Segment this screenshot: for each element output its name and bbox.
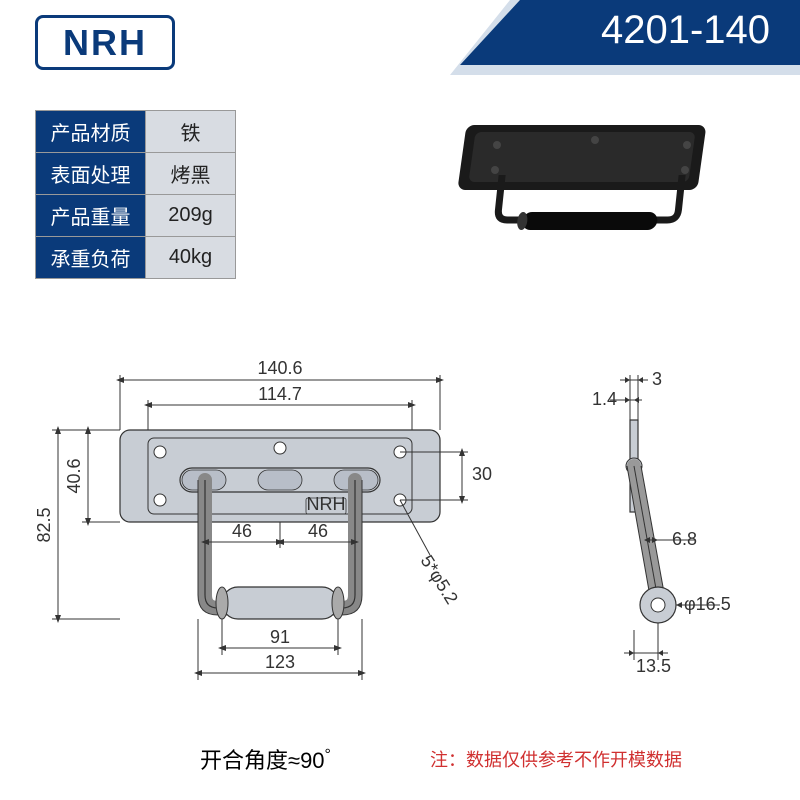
dim-width-inner: 114.7: [258, 384, 302, 404]
plate-logo: NRH: [307, 494, 346, 514]
spec-value: 209g: [146, 195, 236, 237]
dim-seg-l: 46: [232, 521, 252, 541]
dim-holes: 5*φ5.2: [417, 552, 462, 608]
logo-text: NRH: [63, 22, 147, 64]
table-row: 表面处理烤黑: [36, 153, 236, 195]
model-number: 4201-140: [601, 8, 770, 53]
angle-note: 开合角度≈90°: [200, 743, 331, 775]
disclaimer-note: 注：数据仅供参考不作开模数据: [430, 746, 682, 772]
dim-bar-d: 6.8: [672, 529, 697, 549]
spec-value: 40kg: [146, 237, 236, 279]
spec-value: 烤黑: [146, 153, 236, 195]
spec-label: 表面处理: [36, 153, 146, 195]
table-row: 产品重量209g: [36, 195, 236, 237]
spec-label: 产品材质: [36, 111, 146, 153]
dim-hole-v: 30: [472, 464, 492, 484]
table-row: 承重负荷40kg: [36, 237, 236, 279]
dim-plate-h: 40.6: [64, 458, 84, 493]
dim-grip: 91: [270, 627, 290, 647]
brand-logo: NRH: [35, 15, 175, 70]
dim-grip-off: 13.5: [636, 656, 671, 676]
spec-value: 铁: [146, 111, 236, 153]
product-photo: [450, 100, 740, 250]
angle-label: 开合角度≈90: [200, 748, 325, 773]
model-banner: 4201-140: [460, 0, 800, 65]
spec-label: 承重负荷: [36, 237, 146, 279]
dim-offset: 1.4: [592, 389, 617, 409]
dim-total-h: 82.5: [34, 507, 54, 542]
technical-drawing: NRH 140.6 114.7 40.6 82.5 30: [30, 310, 770, 740]
dim-plate-t: 3: [652, 369, 662, 389]
dim-span: 123: [265, 652, 295, 672]
angle-deg: °: [325, 747, 331, 764]
spec-label: 产品重量: [36, 195, 146, 237]
dim-seg-r: 46: [308, 521, 328, 541]
table-row: 产品材质铁: [36, 111, 236, 153]
spec-table: 产品材质铁 表面处理烤黑 产品重量209g 承重负荷40kg: [35, 110, 236, 279]
dim-width-outer: 140.6: [257, 358, 302, 378]
dim-grip-d: φ16.5: [684, 594, 731, 614]
